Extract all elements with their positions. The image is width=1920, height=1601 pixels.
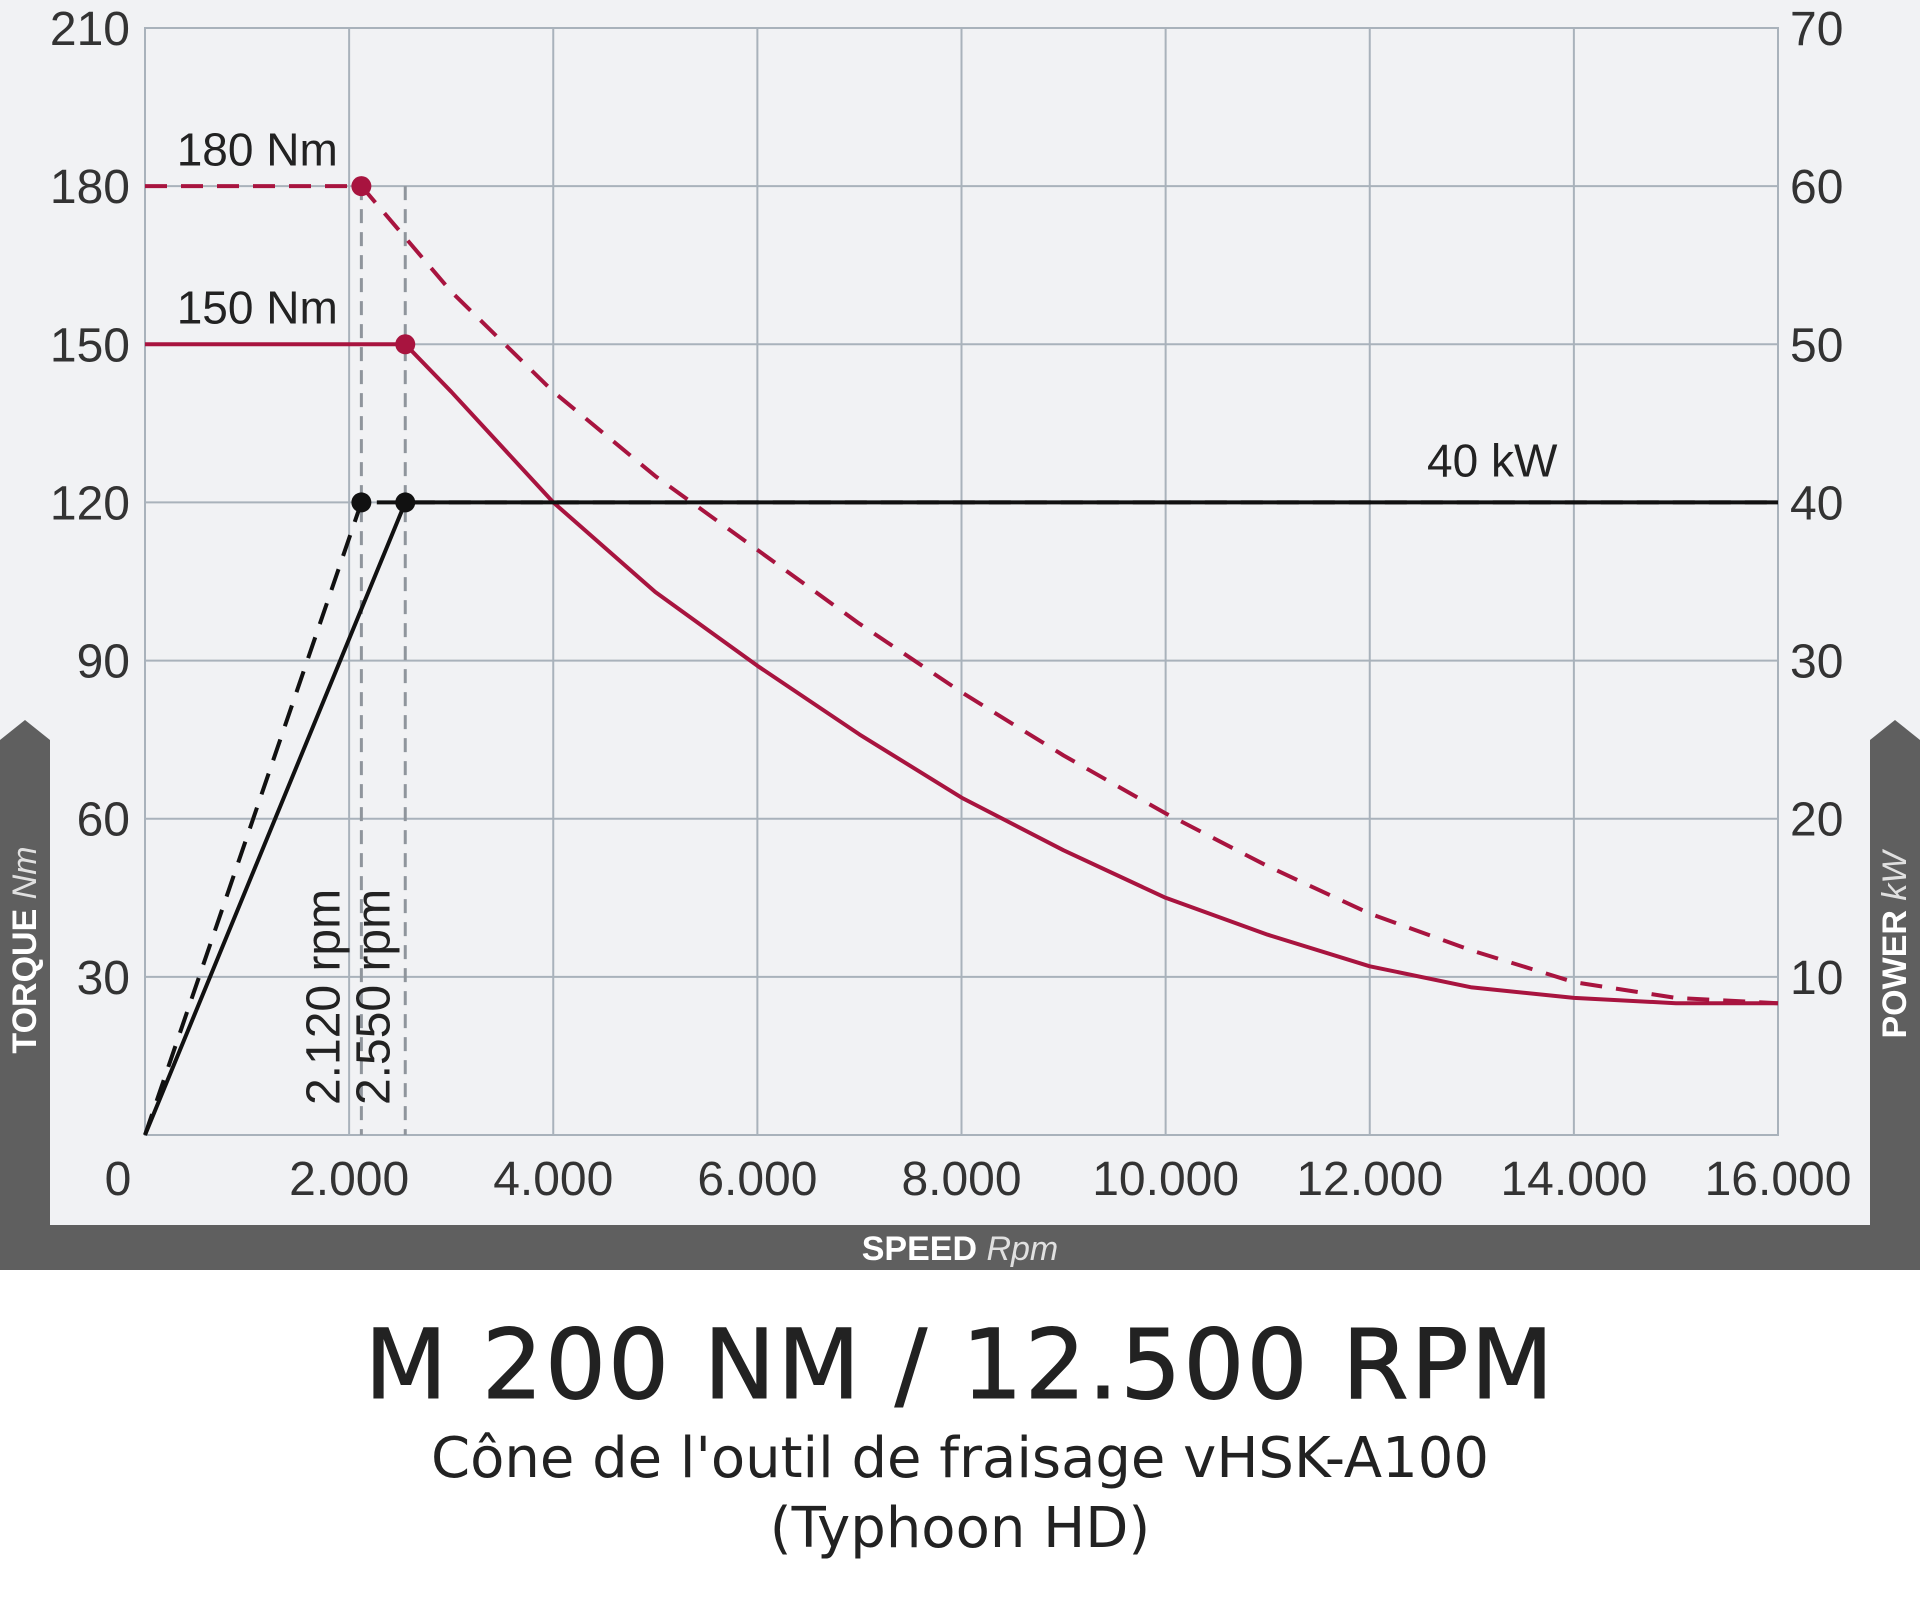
rpm-label: 2.120 rpm bbox=[297, 889, 350, 1105]
tick-labels: 30 60 90 120 150 180 210 10 20 30 40 50 60 70 0 2.000 4.… bbox=[50, 3, 1852, 1206]
y-left-tick-label: 90 bbox=[77, 636, 130, 689]
x-tick-label: 4.000 bbox=[493, 1153, 613, 1206]
series-annotation: 180 Nm bbox=[177, 124, 338, 176]
data-point-marker bbox=[395, 334, 416, 355]
y-right-tick-label: 10 bbox=[1790, 952, 1843, 1005]
y-left-tick-label: 150 bbox=[50, 319, 130, 372]
chart-title: M 200 NM / 12.500 RPM bbox=[364, 1309, 1556, 1421]
chart-subtitle-line-1: Cône de l'outil de fraisage vHSK-A100 bbox=[430, 1426, 1489, 1491]
y-right-axis-band bbox=[1870, 720, 1920, 1225]
chart-background bbox=[0, 0, 1920, 1270]
y-left-tick-label: 30 bbox=[77, 952, 130, 1005]
y-left-tick-label: 180 bbox=[50, 161, 130, 214]
x-tick-label: 12.000 bbox=[1296, 1153, 1443, 1206]
x-tick-label: 0 bbox=[105, 1153, 132, 1206]
rpm-label: 2.550 rpm bbox=[347, 889, 400, 1105]
x-tick-label: 10.000 bbox=[1092, 1153, 1239, 1206]
y-right-tick-label: 20 bbox=[1790, 794, 1843, 847]
axis-bands: SPEED Rpm TORQUE Nm POWER kW bbox=[0, 720, 1920, 1270]
torque-dashed-line bbox=[145, 184, 1779, 1006]
reference-lines bbox=[359, 186, 407, 1135]
x-axis-band bbox=[0, 1225, 1920, 1270]
chart-subtitle-line-2: (Typhoon HD) bbox=[769, 1496, 1151, 1561]
caption-block: M 200 NM / 12.500 RPM Cône de l'outil de… bbox=[0, 1270, 1920, 1564]
x-tick-label: 8.000 bbox=[901, 1153, 1021, 1206]
y-right-tick-label: 30 bbox=[1790, 636, 1843, 689]
x-axis-title: SPEED Rpm bbox=[862, 1230, 1059, 1268]
y-left-tick-label: 120 bbox=[50, 477, 130, 530]
torque-solid-line bbox=[145, 342, 1778, 1006]
data-point-marker bbox=[351, 176, 372, 197]
x-tick-label: 16.000 bbox=[1705, 1153, 1852, 1206]
y-left-axis-band bbox=[0, 720, 50, 1225]
y-right-tick-label: 40 bbox=[1790, 477, 1843, 530]
grid bbox=[144, 27, 1779, 1136]
y-left-axis-title: TORQUE Nm bbox=[6, 846, 44, 1053]
y-right-tick-label: 50 bbox=[1790, 319, 1843, 372]
series-annotation: 150 Nm bbox=[177, 282, 338, 334]
x-tick-label: 6.000 bbox=[697, 1153, 817, 1206]
series-annotation: 40 kW bbox=[1427, 435, 1558, 487]
y-left-tick-label: 210 bbox=[50, 3, 130, 56]
x-tick-label: 2.000 bbox=[289, 1153, 409, 1206]
series-markers bbox=[351, 176, 416, 513]
y-left-tick-label: 60 bbox=[77, 794, 130, 847]
torque-power-chart: 30 60 90 120 150 180 210 10 20 30 40 50 60 70 0 2.000 4.… bbox=[0, 0, 1920, 1270]
y-right-tick-label: 70 bbox=[1790, 3, 1843, 56]
x-tick-label: 14.000 bbox=[1500, 1153, 1647, 1206]
y-right-axis-title: POWER kW bbox=[1876, 849, 1914, 1039]
data-point-marker bbox=[351, 492, 372, 513]
y-right-tick-label: 60 bbox=[1790, 161, 1843, 214]
data-point-marker bbox=[395, 492, 416, 513]
